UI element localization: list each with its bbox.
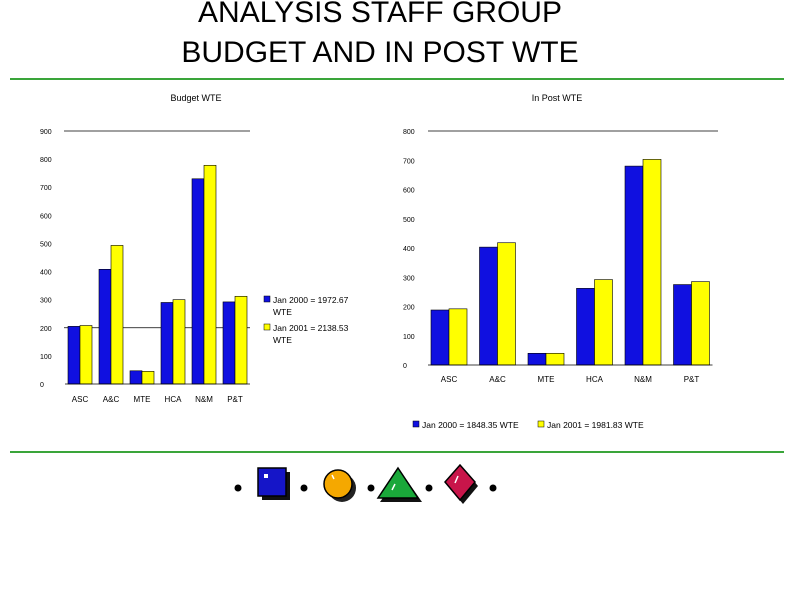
bar-ac-series-0 [98,269,112,385]
in-post-bars [430,159,710,366]
y-tick-label: 500 [403,217,415,224]
bar-hca-series-1 [172,299,186,385]
y-tick-label: 300 [403,275,415,282]
y-tick-label: 700 [403,158,415,165]
in-post-wte-chart: In Post WTE 0 100 200 300 400 500 600 700 800 AS… [403,93,718,430]
bar-hca-series-1 [594,279,613,366]
bar-asc-series-1 [448,308,468,366]
bar-nm-series-1 [203,164,217,385]
x-tick-label: MTE [134,395,151,404]
bullet-dot-icon [234,484,242,492]
green-triangle-highlight [391,483,396,491]
bar-pt-series-1 [234,295,248,385]
x-tick-label: P&T [684,375,700,384]
x-tick-label: P&T [227,395,243,404]
y-tick-label: 100 [40,354,52,361]
budget-legend-swatch-2001 [263,323,271,331]
x-tick-label: ASC [72,395,89,404]
y-tick-label: 0 [403,363,407,370]
bar-nm-series-1 [642,159,662,366]
budget-legend-swatch-2000 [263,295,271,303]
page-title-line1: ANALYSIS STAFF GROUP [198,0,562,29]
bar-asc-series-0 [430,309,450,366]
y-tick-label: 800 [403,129,415,136]
blue-square-highlight [264,474,268,478]
bar-pt-series-0 [222,301,236,385]
bar-asc-series-1 [79,325,93,385]
bar-mte-series-0 [129,370,143,385]
y-tick-label: 100 [403,334,415,341]
red-diamond-highlight [454,475,459,484]
in-post-legend-label-2000: Jan 2000 = 1848.35 WTE [422,420,519,430]
in-post-chart-title: In Post WTE [532,93,583,103]
bar-asc-series-0 [67,326,81,385]
budget-y-axis: 0 100 200 300 400 500 600 700 800 900 [40,129,250,389]
y-tick-label: 500 [40,241,52,248]
x-tick-label: A&C [103,395,120,404]
budget-chart-title: Budget WTE [170,93,221,103]
in-post-legend-swatch-2001 [537,420,545,428]
x-tick-label: A&C [489,375,506,384]
bar-pt-series-0 [673,284,692,366]
y-tick-label: 700 [40,185,52,192]
x-tick-label: HCA [165,395,183,404]
in-post-x-axis: ASC A&C MTE HCA N&M P&T [428,364,713,384]
x-tick-label: HCA [586,375,604,384]
bar-pt-series-1 [691,281,710,366]
bar-nm-series-0 [191,178,205,385]
y-tick-label: 200 [40,326,52,333]
top-divider [10,78,784,80]
budget-legend: Jan 2000 = 1972.67 WTE Jan 2001 = 2138.5… [263,295,351,345]
bar-ac-series-1 [497,242,516,366]
y-tick-label: 300 [40,298,52,305]
blue-square-icon [257,467,287,497]
bar-hca-series-0 [160,302,174,385]
bullet-dot-icon [489,484,497,492]
in-post-legend-swatch-2000 [412,420,420,428]
y-tick-label: 400 [40,270,52,277]
budget-legend-label-2001: Jan 2001 = 2138.53 WTE [273,323,351,345]
bar-nm-series-0 [624,165,644,366]
y-tick-label: 400 [403,246,415,253]
x-tick-label: MTE [538,375,555,384]
in-post-legend: Jan 2000 = 1848.35 WTE Jan 2001 = 1981.8… [412,420,644,430]
y-tick-label: 600 [403,188,415,195]
budget-wte-chart: Budget WTE 0100200300400500600700800900 … [40,93,351,404]
budget-legend-label-2000: Jan 2000 = 1972.67 WTE [273,295,351,317]
orange-circle-icon [323,469,353,499]
green-triangle-icon [376,466,420,499]
y-tick-label: 600 [40,213,52,220]
page-title-line2: BUDGET AND IN POST WTE [181,36,579,69]
x-tick-label: ASC [441,375,458,384]
budget-x-axis: ASC A&C MTE HCA N&M P&T [65,383,250,404]
decorative-shapes-row [234,463,497,504]
y-tick-label: 200 [403,305,415,312]
bottom-divider [10,451,784,453]
x-tick-label: N&M [195,395,213,404]
bar-mte-series-1 [141,371,155,385]
y-tick-label: 0 [40,382,44,389]
bar-mte-series-1 [545,352,565,366]
x-tick-label: N&M [634,375,652,384]
bar-mte-series-0 [527,352,547,366]
orange-circle-highlight [331,474,335,480]
y-tick-label: 900 [40,129,52,136]
bar-ac-series-0 [479,246,498,366]
charts-canvas: Budget WTE 0100200300400500600700800900 … [40,93,718,430]
red-diamond-icon [444,463,476,502]
budget-bars [67,164,248,385]
bullet-dot-icon [425,484,433,492]
bullet-dot-icon [300,484,308,492]
in-post-legend-label-2001: Jan 2001 = 1981.83 WTE [547,420,644,430]
bullet-dot-icon [367,484,375,492]
in-post-y-axis: 0 100 200 300 400 500 600 700 800 [403,129,718,370]
bar-hca-series-0 [576,288,595,366]
bar-ac-series-1 [110,245,124,385]
y-tick-label: 800 [40,157,52,164]
